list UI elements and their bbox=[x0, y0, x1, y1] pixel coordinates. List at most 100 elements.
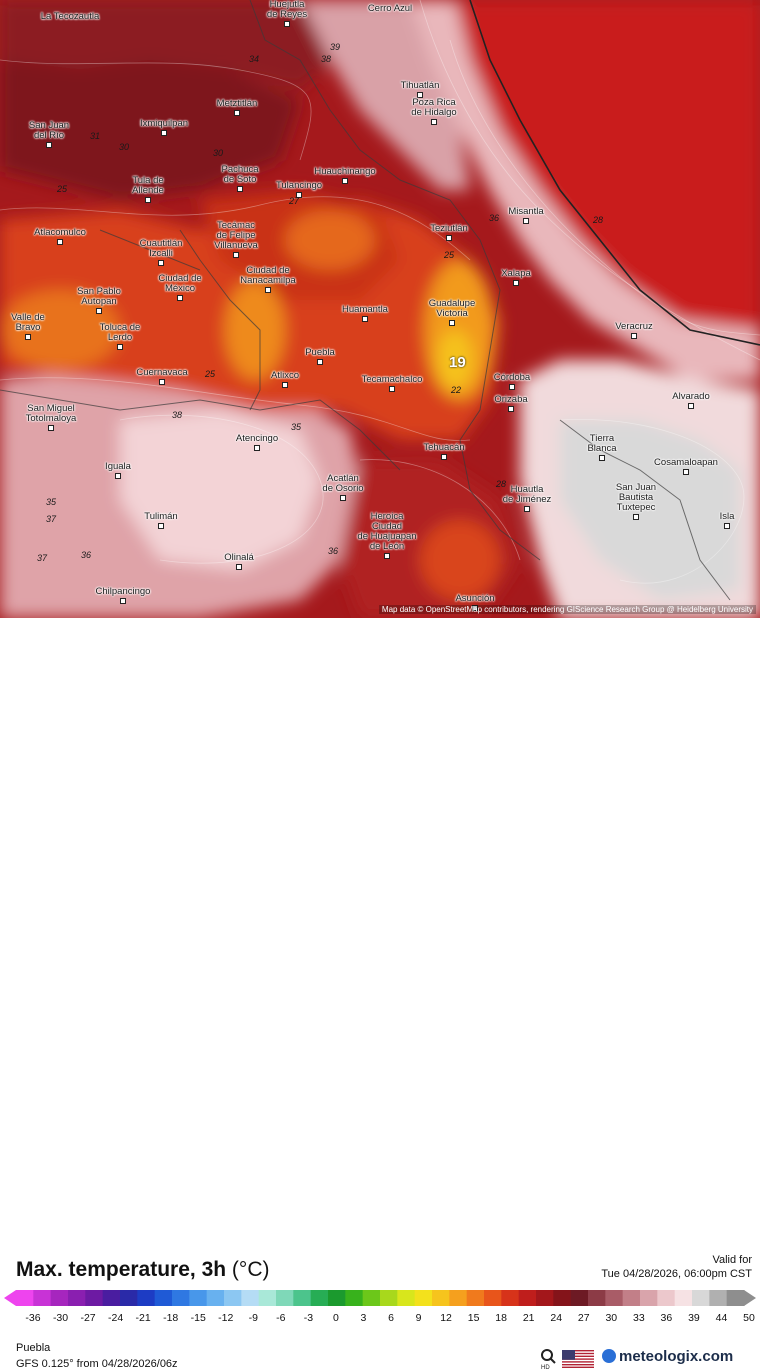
city-label: Iguala bbox=[105, 461, 131, 472]
city-marker bbox=[724, 523, 730, 529]
city-label: Huauchinango bbox=[314, 166, 376, 177]
color-step bbox=[605, 1290, 624, 1306]
city-marker bbox=[509, 384, 515, 390]
city-label: Tecamachalco bbox=[361, 374, 423, 385]
scale-arrow-high bbox=[744, 1290, 756, 1306]
contour-value-label: 34 bbox=[249, 54, 260, 64]
contour-value-label: 30 bbox=[213, 148, 224, 158]
hd-zoom-icon[interactable]: HD bbox=[540, 1348, 558, 1370]
city-label: Guadalupe Victoria bbox=[428, 298, 476, 319]
city-marker bbox=[441, 454, 447, 460]
city-label: Acatlán de Osorio bbox=[322, 473, 364, 494]
contour-value-label: 25 bbox=[57, 184, 68, 194]
color-step bbox=[276, 1290, 294, 1306]
color-scale-ticks: -36 -30 -27 -24 -21 -18 -15 -12 -9 -6 -3 0 3 6 9 12 15 18… bbox=[0, 1312, 760, 1326]
city-label: Isla bbox=[719, 511, 735, 522]
city-marker bbox=[237, 186, 243, 192]
color-step bbox=[189, 1290, 208, 1306]
city-label: Chilpancingo bbox=[95, 586, 151, 597]
color-step bbox=[657, 1290, 676, 1306]
color-step bbox=[484, 1290, 502, 1306]
color-step bbox=[414, 1290, 433, 1306]
brand-link[interactable]: meteologix.com bbox=[602, 1348, 733, 1365]
color-step bbox=[120, 1290, 138, 1306]
city-label: Misantla bbox=[508, 206, 544, 217]
temperature-map[interactable]: La Tecozautla Huejutla de Reyes Cerro Azul… bbox=[0, 0, 760, 618]
city-label: Teziutlán bbox=[430, 223, 468, 234]
map-attribution: Map data © OpenStreetMap contributors, r… bbox=[378, 605, 756, 614]
color-step bbox=[137, 1290, 156, 1306]
scale-tick-label: -24 bbox=[108, 1312, 124, 1324]
min-temperature-label: 19 bbox=[449, 354, 466, 371]
city-marker bbox=[236, 564, 242, 570]
city-label: Poza Rica de Hidalgo bbox=[411, 97, 457, 118]
model-run-label: GFS 0.125° from 04/28/2026/06z bbox=[16, 1358, 178, 1370]
city-label: La Tecozautla bbox=[40, 11, 100, 22]
scale-tick-label: -12 bbox=[218, 1312, 234, 1324]
scale-tick-label: 15 bbox=[467, 1312, 480, 1324]
contour-value-label: 39 bbox=[330, 42, 341, 52]
brand-name: meteologix.com bbox=[619, 1348, 734, 1365]
city-marker bbox=[340, 495, 346, 501]
city-label: Orizaba bbox=[494, 394, 528, 405]
city-marker bbox=[284, 21, 290, 27]
city-marker bbox=[158, 260, 164, 266]
color-step bbox=[310, 1290, 329, 1306]
city-marker bbox=[446, 235, 452, 241]
city-marker bbox=[115, 473, 121, 479]
city-marker bbox=[417, 92, 423, 98]
city-label: Tulimán bbox=[144, 511, 178, 522]
city-label: Heroica Ciudad de Huajuapan de León bbox=[357, 511, 417, 552]
city-label: Córdoba bbox=[493, 372, 531, 383]
contour-value-label: 27 bbox=[289, 196, 300, 206]
scale-tick-label: 9 bbox=[415, 1312, 422, 1324]
city-marker bbox=[161, 130, 167, 136]
city-marker bbox=[159, 379, 165, 385]
city-marker bbox=[523, 218, 529, 224]
contour-value-label: 22 bbox=[451, 385, 462, 395]
scale-tick-label: -3 bbox=[303, 1312, 314, 1324]
color-step bbox=[709, 1290, 728, 1306]
color-step bbox=[674, 1290, 693, 1306]
scale-tick-label: 21 bbox=[522, 1312, 535, 1324]
city-marker bbox=[48, 425, 54, 431]
color-step bbox=[536, 1290, 554, 1306]
city-marker bbox=[631, 333, 637, 339]
color-step bbox=[68, 1290, 86, 1306]
meteologix-logo-icon bbox=[602, 1349, 616, 1363]
us-flag-icon[interactable] bbox=[562, 1350, 594, 1368]
color-step bbox=[380, 1290, 398, 1306]
city-marker bbox=[233, 252, 239, 258]
color-step bbox=[206, 1290, 225, 1306]
scale-tick-label: 30 bbox=[605, 1312, 618, 1324]
color-step bbox=[154, 1290, 173, 1306]
map-title: Max. temperature, 3h (°C) bbox=[16, 1258, 269, 1282]
color-step bbox=[518, 1290, 537, 1306]
map-title-text: Max. temperature, 3h bbox=[16, 1258, 227, 1281]
scale-tick-label: 24 bbox=[550, 1312, 563, 1324]
city-label: Ixmiquilpan bbox=[139, 118, 189, 129]
city-marker bbox=[117, 344, 123, 350]
city-label: Cosamaloapan bbox=[654, 457, 718, 468]
color-step bbox=[726, 1290, 745, 1306]
scale-tick-label: -6 bbox=[276, 1312, 286, 1324]
valid-time: Tue 04/28/2026, 06:00pm CST bbox=[601, 1268, 752, 1280]
color-step bbox=[224, 1290, 242, 1306]
contour-value-label: 35 bbox=[46, 497, 57, 507]
hd-text: HD bbox=[541, 1365, 550, 1370]
city-marker bbox=[389, 386, 395, 392]
city-marker bbox=[472, 605, 478, 611]
city-marker bbox=[599, 455, 605, 461]
scale-tick-label: -30 bbox=[52, 1312, 69, 1324]
city-label: Tecámac de Felipe Villanueva bbox=[214, 220, 258, 251]
color-step bbox=[397, 1290, 416, 1306]
color-step bbox=[466, 1290, 485, 1306]
city-label: Tehuacán bbox=[423, 442, 465, 453]
color-step bbox=[293, 1290, 312, 1306]
color-step bbox=[172, 1290, 190, 1306]
city-label: Pachuca de Soto bbox=[221, 164, 259, 185]
city-marker bbox=[524, 506, 530, 512]
city-label: Olinalá bbox=[224, 552, 254, 563]
city-label: Veracruz bbox=[615, 321, 653, 332]
scale-tick-label: 12 bbox=[440, 1312, 452, 1324]
